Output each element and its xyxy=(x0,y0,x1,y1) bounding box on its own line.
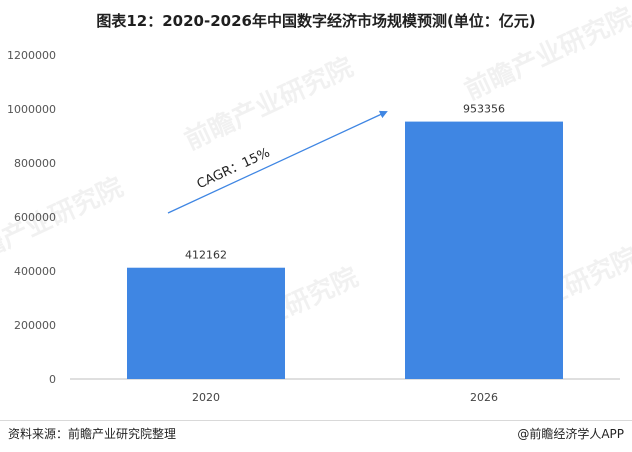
watermark: 前瞻产业研究院 xyxy=(180,51,358,156)
cagr-annotation: CAGR：15% xyxy=(195,145,273,192)
source-text: 资料来源：前瞻产业研究院整理 xyxy=(8,427,177,441)
watermark: 前瞻产业研究院 xyxy=(460,1,632,106)
y-tick-label: 600000 xyxy=(14,211,56,224)
y-tick-label: 0 xyxy=(49,373,56,386)
y-tick-label: 800000 xyxy=(14,157,56,170)
x-tick-label: 2020 xyxy=(192,391,220,404)
y-tick-label: 1200000 xyxy=(7,49,56,62)
y-tick-label: 200000 xyxy=(14,319,56,332)
data-label-2026: 953356 xyxy=(463,103,505,116)
footer: 资料来源：前瞻产业研究院整理 @前瞻经济学人APP xyxy=(0,420,632,452)
bar-2020 xyxy=(127,267,285,379)
y-tick-label: 1000000 xyxy=(7,103,56,116)
data-label-2020: 412162 xyxy=(185,249,227,262)
y-tick-label: 400000 xyxy=(14,265,56,278)
bar-chart: 前瞻产业研究院前瞻产业研究院前瞻产业研究院前瞻产业研究院前瞻产业研究院 0200… xyxy=(0,1,632,404)
credit-text: @前瞻经济学人APP xyxy=(517,427,624,441)
x-tick-label: 2026 xyxy=(470,391,498,404)
bar-2026 xyxy=(405,121,563,380)
cagr-arrow xyxy=(167,110,388,214)
chart-title: 图表12：2020-2026年中国数字经济市场规模预测(单位：亿元) xyxy=(96,12,536,30)
